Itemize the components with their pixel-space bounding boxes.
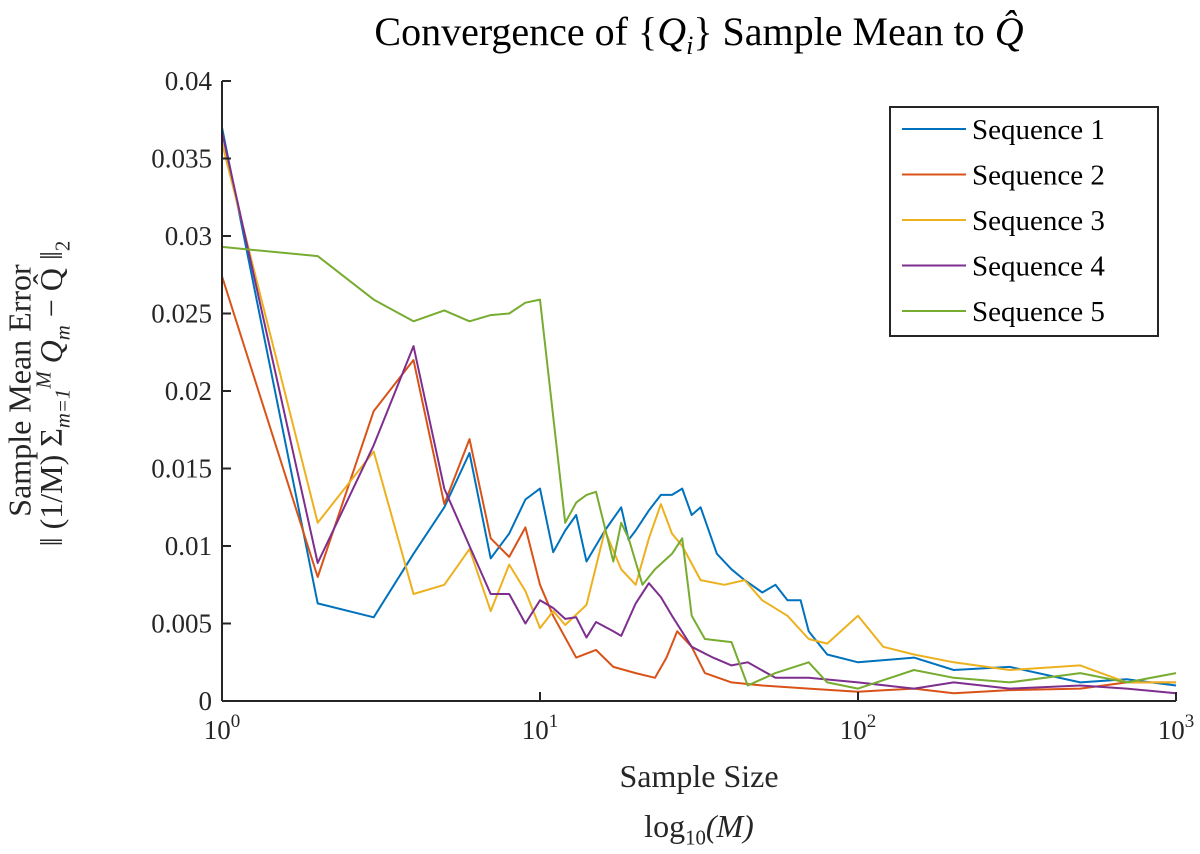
title-hat: Q̂ bbox=[994, 9, 1024, 54]
x-tick-label: 100 bbox=[204, 711, 241, 745]
series-line-3 bbox=[221, 142, 1176, 684]
series-line-2 bbox=[221, 275, 1176, 695]
y-tick-label: 0.01 bbox=[165, 531, 212, 561]
legend-label-1: Sequence 1 bbox=[972, 114, 1105, 146]
x-axis-label: Sample Size bbox=[619, 758, 779, 794]
x-axis-label-formula: log10(M) bbox=[222, 808, 1176, 850]
y-tick-label: 0 bbox=[199, 686, 213, 716]
y-tick-label: 0.02 bbox=[165, 376, 212, 406]
title-text: Convergence of { bbox=[374, 9, 658, 54]
y-tick-label: 0.03 bbox=[165, 221, 212, 251]
xlabel-arg: (M) bbox=[705, 808, 754, 844]
title-text-mid: } Sample Mean to bbox=[693, 9, 995, 54]
xlabel-base: 10 bbox=[685, 826, 706, 850]
y-tick-label: 0.005 bbox=[151, 609, 212, 639]
xlabel-fn: log bbox=[644, 808, 686, 844]
x-tick-label: 103 bbox=[1158, 711, 1195, 745]
y-tick-label: 0.015 bbox=[151, 454, 212, 484]
legend: Sequence 1 Sequence 2 Sequence 3 Sequence 4… bbox=[889, 106, 1159, 337]
title-sub: i bbox=[686, 31, 694, 60]
y-tick-label: 0.04 bbox=[165, 66, 213, 96]
title-var: Q bbox=[657, 9, 687, 54]
chart-title: Convergence of {Qi} Sample Mean to Q̂ bbox=[222, 8, 1176, 61]
legend-label-4: Sequence 4 bbox=[972, 251, 1105, 283]
x-tick-label: 102 bbox=[840, 711, 877, 745]
legend-label-3: Sequence 3 bbox=[972, 205, 1105, 237]
series-line-5 bbox=[221, 245, 1177, 690]
legend-label-5: Sequence 5 bbox=[972, 296, 1105, 328]
series-line-1 bbox=[221, 127, 1177, 687]
x-tick-label: 101 bbox=[522, 711, 559, 745]
legend-label-2: Sequence 2 bbox=[972, 160, 1105, 192]
y-tick-label: 0.025 bbox=[151, 299, 212, 329]
series-line-4 bbox=[221, 131, 1177, 695]
legend-box bbox=[889, 106, 1159, 337]
y-tick-label: 0.035 bbox=[151, 144, 212, 174]
